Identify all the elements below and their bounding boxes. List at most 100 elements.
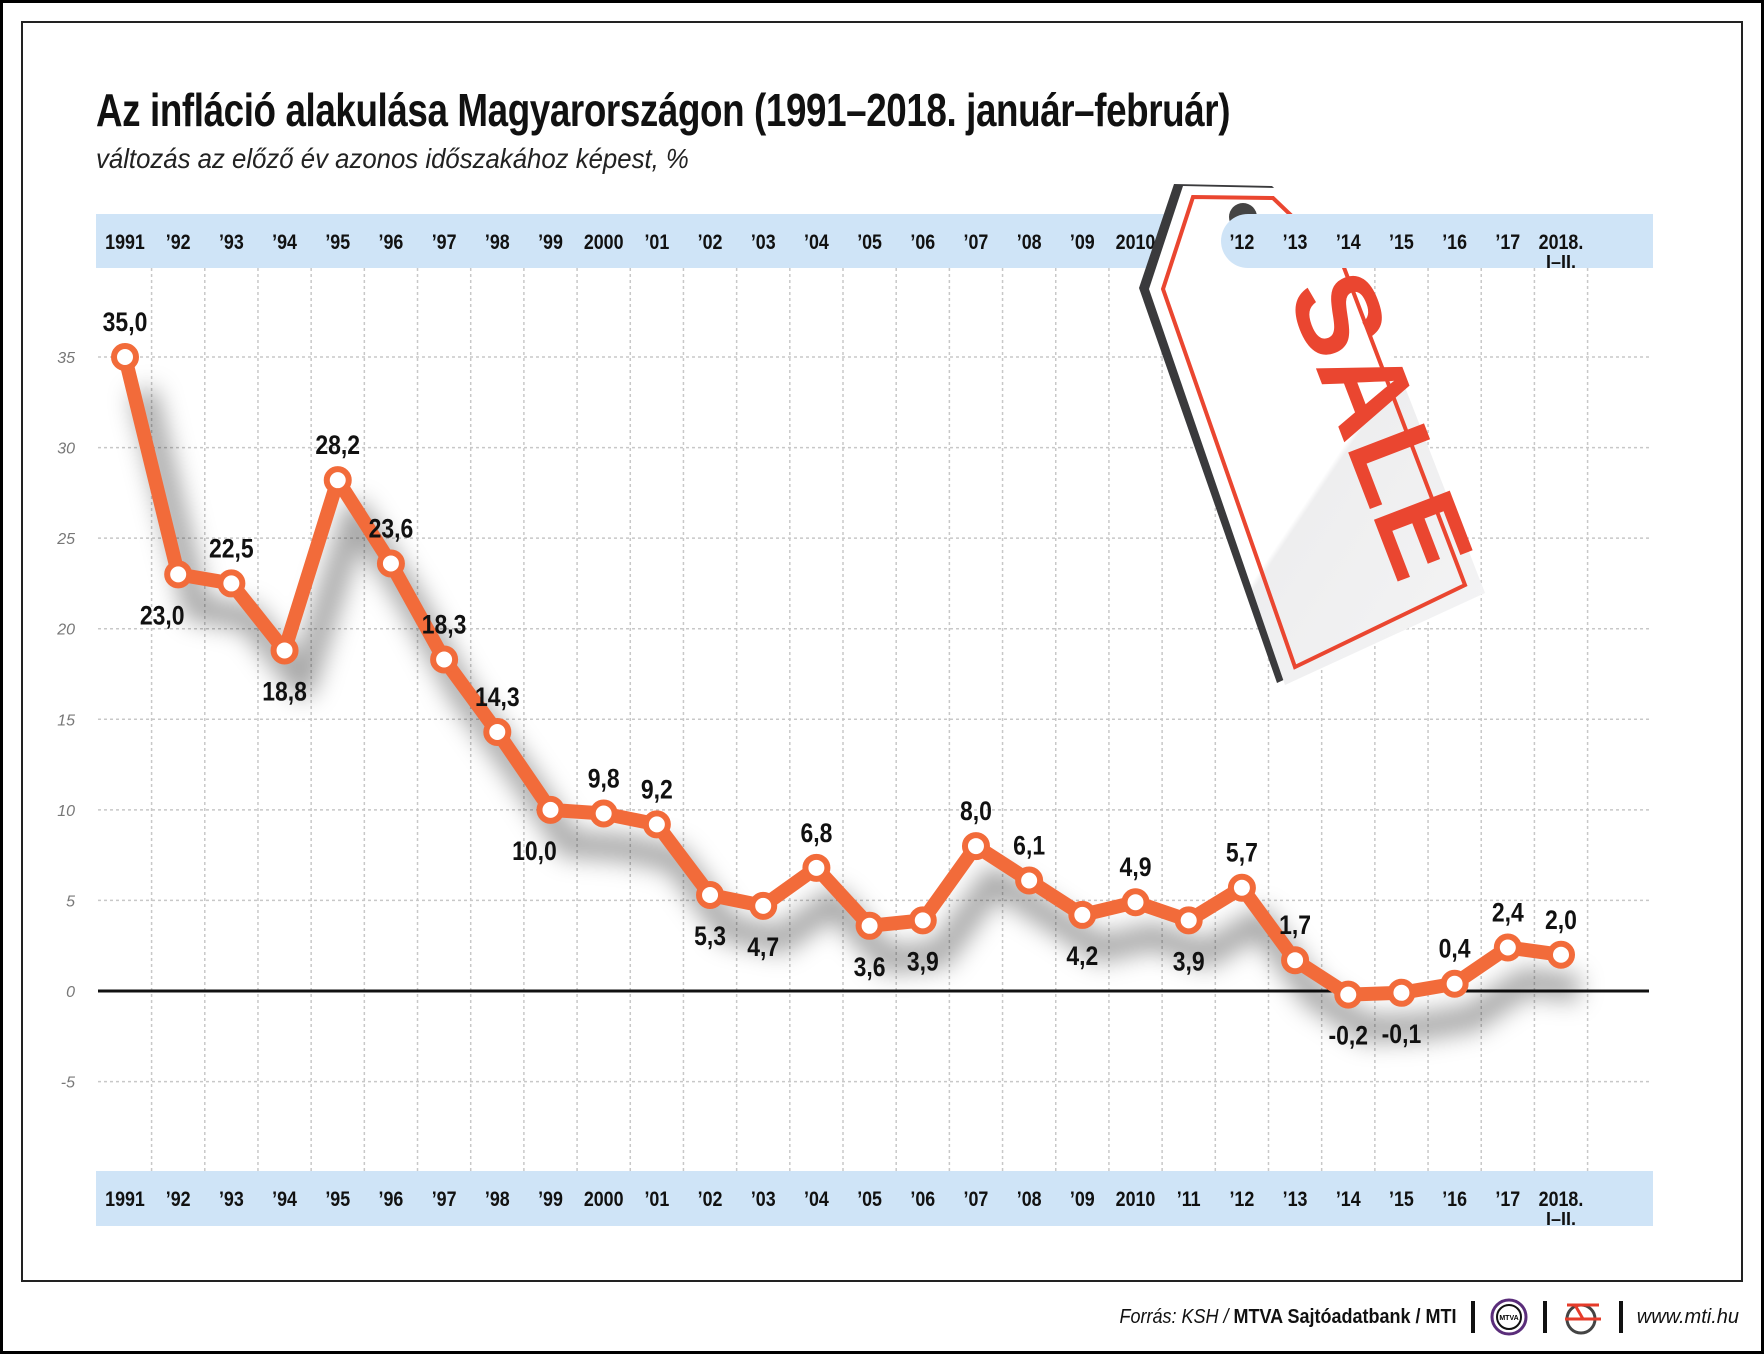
data-label: 35,0 xyxy=(103,307,148,337)
year-label: 2010 xyxy=(1116,1188,1156,1212)
data-label: 23,0 xyxy=(140,601,185,631)
year-label: 1991 xyxy=(105,231,145,255)
y-tick-label: 0 xyxy=(66,984,75,1001)
divider xyxy=(1618,1301,1623,1333)
sale-tag-illustration: SALE xyxy=(1139,184,1498,685)
data-label: 6,8 xyxy=(800,818,832,848)
year-label: ’07 xyxy=(964,1188,989,1212)
year-label: ’02 xyxy=(698,231,723,255)
year-label: ’17 xyxy=(1495,231,1520,255)
data-point xyxy=(536,795,565,824)
y-tick-label: -5 xyxy=(61,1075,75,1092)
year-label: ’06 xyxy=(910,1188,935,1212)
year-label: ’99 xyxy=(538,231,563,255)
year-label: ’15 xyxy=(1389,231,1414,255)
data-label: 5,7 xyxy=(1226,838,1258,868)
year-label: ’02 xyxy=(698,1188,723,1212)
year-label: ’92 xyxy=(166,1188,191,1212)
data-label: 8,0 xyxy=(960,796,992,826)
data-point xyxy=(1015,866,1044,895)
y-tick-label: 10 xyxy=(57,803,75,820)
y-tick-label: 20 xyxy=(56,622,75,639)
data-label: -0,1 xyxy=(1382,1019,1422,1049)
data-label: 28,2 xyxy=(315,430,360,460)
year-label: ’01 xyxy=(644,231,669,255)
footer: Forrás: KSH / MTVA Sajtóadatbank / MTI M… xyxy=(1082,1298,1739,1336)
data-label: 1,7 xyxy=(1279,910,1311,940)
data-point xyxy=(642,810,671,839)
year-label: ’08 xyxy=(1017,1188,1042,1212)
data-point xyxy=(1121,888,1150,917)
year-label: ’93 xyxy=(219,231,244,255)
data-label: 3,9 xyxy=(907,947,939,977)
inflation-series xyxy=(111,343,1581,1042)
year-label: ’04 xyxy=(804,1188,829,1212)
year-band-overlay: ’12 ’13 ’14 ’15 ’16 ’17 2018.I–II. xyxy=(1221,214,1653,272)
year-label: ’96 xyxy=(379,231,404,255)
data-label: 3,6 xyxy=(854,952,886,982)
data-point xyxy=(1068,900,1097,929)
data-label: 9,8 xyxy=(588,764,620,794)
data-point xyxy=(961,832,990,861)
data-label: 18,3 xyxy=(422,610,467,640)
year-label: ’13 xyxy=(1283,1188,1308,1212)
data-label: 10,0 xyxy=(512,836,557,866)
period-sublabel: I–II. xyxy=(1546,252,1576,272)
year-label: 2000 xyxy=(584,1188,624,1212)
source-text: Forrás: KSH / MTVA Sajtóadatbank / MTI xyxy=(1119,1305,1457,1328)
year-bands: 1991 ’92 ’93 ’94 ’95 ’96 ’97 ’98 ’99 2000 ’01 ’02 ’0… xyxy=(96,214,1653,1229)
data-point xyxy=(908,906,937,935)
year-label: ’98 xyxy=(485,231,510,255)
data-point xyxy=(802,853,831,882)
year-label: ’96 xyxy=(379,1188,404,1212)
y-tick-label: 25 xyxy=(56,531,75,548)
data-label: 4,7 xyxy=(747,932,779,962)
data-point xyxy=(164,560,193,589)
tag-border xyxy=(1160,194,1468,670)
year-label: ’16 xyxy=(1442,1188,1467,1212)
year-label: ’14 xyxy=(1336,1188,1361,1212)
data-label: 18,8 xyxy=(262,677,307,707)
year-label: ’99 xyxy=(538,1188,563,1212)
data-point xyxy=(483,717,512,746)
y-axis: 35 30 25 20 15 10 5 0 -5 xyxy=(56,350,75,1092)
year-label: ’94 xyxy=(272,1188,297,1212)
data-point xyxy=(1227,873,1256,902)
data-label: 0,4 xyxy=(1439,934,1471,964)
data-point xyxy=(1493,933,1522,962)
year-label: ’09 xyxy=(1070,1188,1095,1212)
data-label: 5,3 xyxy=(694,921,726,951)
year-label: 2018. xyxy=(1539,231,1584,255)
data-point xyxy=(323,466,352,495)
data-point xyxy=(1174,906,1203,935)
tag-body xyxy=(1149,186,1485,685)
data-point xyxy=(1547,940,1575,969)
data-point xyxy=(217,569,246,598)
data-point xyxy=(1281,946,1310,975)
year-label: ’06 xyxy=(910,231,935,255)
data-label: 14,3 xyxy=(475,682,520,712)
data-label: 2,0 xyxy=(1545,905,1577,935)
year-label: ’12 xyxy=(1229,231,1254,255)
year-label: ’98 xyxy=(485,1188,510,1212)
data-label: 9,2 xyxy=(641,775,673,805)
year-label: ’01 xyxy=(644,1188,669,1212)
data-point xyxy=(696,880,725,909)
website-link[interactable]: www.mti.hu xyxy=(1636,1305,1739,1328)
year-label: ’93 xyxy=(219,1188,244,1212)
data-point xyxy=(749,891,778,920)
data-label: 4,9 xyxy=(1120,853,1152,883)
year-label: ’17 xyxy=(1495,1188,1520,1212)
year-label: ’12 xyxy=(1229,1188,1254,1212)
mtva-logo: MTVA xyxy=(1490,1298,1528,1336)
year-label: 1991 xyxy=(105,1188,145,1212)
year-label: ’15 xyxy=(1389,1188,1414,1212)
data-point xyxy=(111,343,139,371)
y-tick-label: 35 xyxy=(57,350,75,367)
year-label: 2000 xyxy=(584,231,624,255)
divider xyxy=(1470,1301,1475,1333)
year-label: ’95 xyxy=(325,1188,350,1212)
divider xyxy=(1542,1301,1547,1333)
year-label: ’13 xyxy=(1283,231,1308,255)
data-label: 23,6 xyxy=(369,514,414,544)
